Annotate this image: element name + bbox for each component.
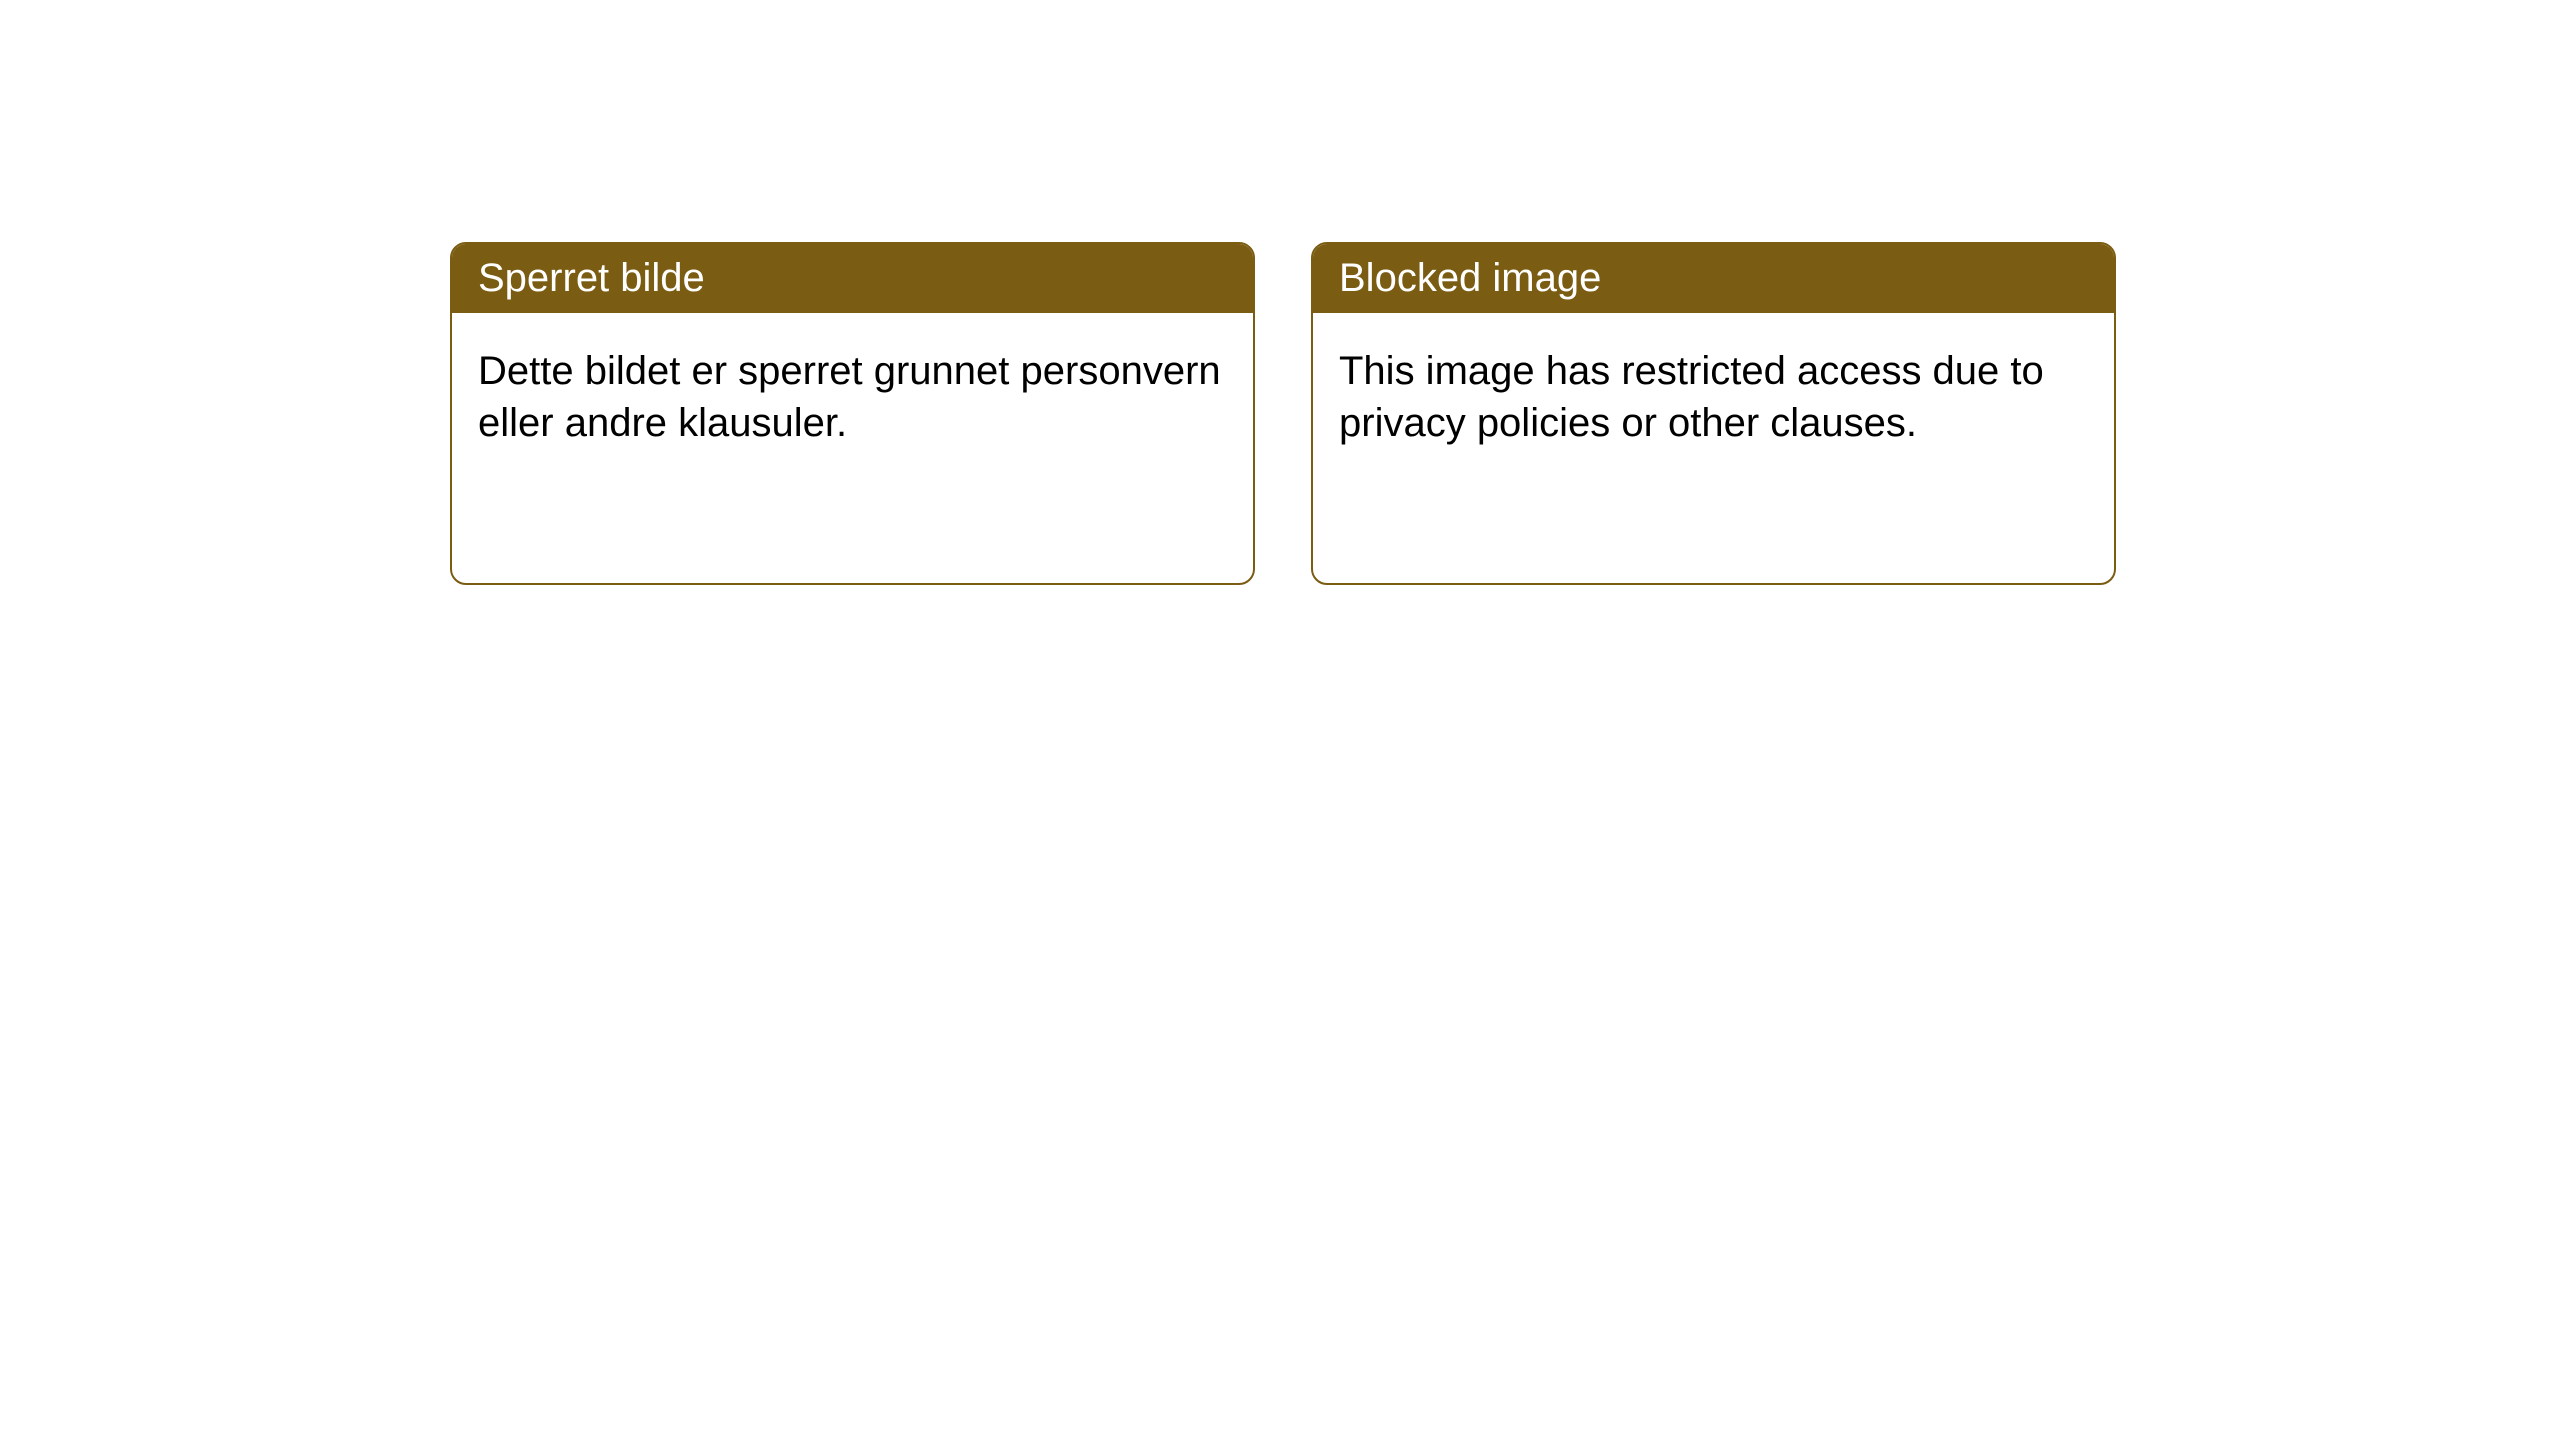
notice-header: Blocked image	[1313, 244, 2114, 313]
notice-header: Sperret bilde	[452, 244, 1253, 313]
notice-title: Blocked image	[1339, 256, 1601, 300]
notice-title: Sperret bilde	[478, 256, 705, 300]
notice-card-norwegian: Sperret bilde Dette bildet er sperret gr…	[450, 242, 1255, 585]
notice-body-text: This image has restricted access due to …	[1339, 349, 2044, 445]
notice-body: Dette bildet er sperret grunnet personve…	[452, 313, 1253, 583]
notice-body-text: Dette bildet er sperret grunnet personve…	[478, 349, 1221, 445]
notice-card-english: Blocked image This image has restricted …	[1311, 242, 2116, 585]
notice-container: Sperret bilde Dette bildet er sperret gr…	[0, 0, 2560, 585]
notice-body: This image has restricted access due to …	[1313, 313, 2114, 583]
